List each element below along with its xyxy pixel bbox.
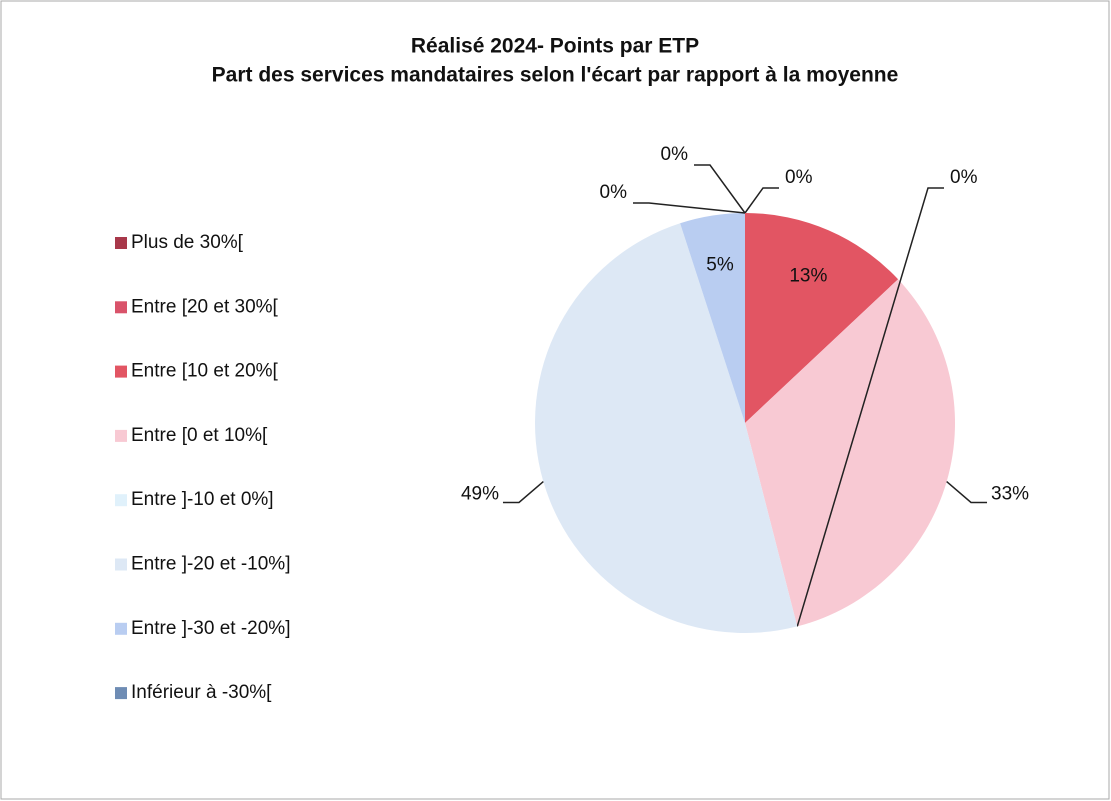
legend-label: Inférieur à -30%[: [131, 682, 272, 703]
data-label: 0%: [600, 182, 628, 203]
pie-slice: [680, 213, 745, 423]
chart-title: Réalisé 2024- Points par ETP: [411, 35, 699, 58]
leader-line: [502, 481, 544, 504]
legend-swatch: [115, 687, 127, 700]
legend-label: Entre [20 et 30%[: [131, 296, 279, 317]
legend-label: Entre ]-30 et -20%]: [131, 618, 290, 639]
data-label: 49%: [461, 483, 499, 504]
legend-swatch: [115, 237, 127, 249]
leader-line: [694, 164, 746, 214]
leader-line: [946, 481, 988, 504]
legend-swatch: [115, 558, 127, 571]
data-label: 5%: [706, 254, 734, 275]
legend-label: Entre [10 et 20%[: [131, 361, 279, 382]
pie-slice: [745, 279, 955, 627]
legend-swatch: [115, 622, 127, 635]
data-label: 0%: [950, 167, 978, 188]
data-label: 33%: [991, 483, 1029, 504]
legend-swatch: [115, 494, 127, 507]
pie-slice: [745, 213, 899, 423]
legend-swatch: [115, 429, 127, 442]
legend-swatch: [115, 365, 127, 378]
chart-subtitle: Part des services mandataires selon l'éc…: [212, 64, 899, 87]
data-label: 0%: [785, 167, 813, 188]
pie-slice: [535, 223, 798, 633]
leader-line: [796, 187, 944, 627]
legend-label: Entre [0 et 10%[: [131, 425, 268, 446]
data-label: 13%: [789, 266, 827, 287]
leader-line: [633, 202, 746, 214]
leader-line: [744, 187, 779, 214]
data-label: 0%: [661, 144, 689, 165]
legend-label: Plus de 30%[: [131, 232, 244, 253]
legend-swatch: [115, 301, 127, 314]
legend-label: Entre ]-10 et 0%]: [131, 489, 274, 510]
legend-label: Entre ]-20 et -10%]: [131, 554, 290, 575]
